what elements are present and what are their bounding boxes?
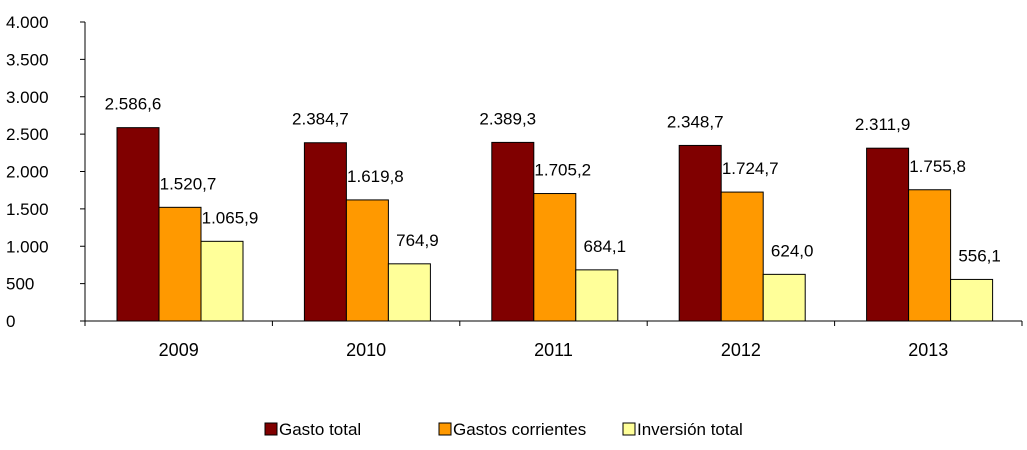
data-label-2-2011: 1.705,2 — [534, 161, 591, 180]
bar-2-2010 — [345, 199, 389, 322]
bar-3-2013 — [950, 278, 994, 322]
y-tick-label-7: 3.500 — [6, 50, 49, 69]
y-tick-label-2: 1.000 — [6, 237, 49, 256]
axes: 0 500 1.000 1.500 2.000 2.500 3.000 3.500 4.000 2… — [6, 13, 1023, 360]
data-label-3-2009: 1.065,9 — [202, 208, 259, 227]
legend-label-1: Gasto total — [279, 420, 361, 439]
legend-swatch-1 — [264, 422, 278, 436]
data-label-1-2011: 2.389,3 — [479, 109, 536, 128]
bar-3-2011 — [575, 269, 619, 322]
data-label-2-2013: 1.755,8 — [909, 157, 966, 176]
legend: Gasto total Gastos corrientes Inversión to… — [264, 420, 743, 439]
data-label-3-2013: 556,1 — [958, 246, 1001, 265]
data-label-1-2012: 2.348,7 — [667, 112, 724, 131]
bar-3-2012 — [762, 273, 806, 322]
legend-swatch-2 — [438, 422, 452, 436]
y-tick-label-5: 2.500 — [6, 125, 49, 144]
bar-1-2013 — [866, 147, 910, 322]
bar-2-2012 — [720, 191, 764, 322]
data-label-1-2009: 2.586,6 — [105, 95, 162, 114]
y-tick-label-8: 4.000 — [6, 13, 49, 32]
bar-2-2011 — [533, 193, 577, 322]
legend-label-2: Gastos corrientes — [453, 420, 586, 439]
x-tick-label-2011: 2011 — [534, 340, 573, 360]
bar-2-2009 — [158, 206, 202, 322]
data-label-2-2012: 1.724,7 — [722, 159, 779, 178]
data-label-3-2011: 684,1 — [584, 237, 627, 256]
bar-3-2010 — [387, 263, 431, 322]
data-label-2-2010: 1.619,8 — [347, 167, 404, 186]
legend-swatch-3 — [622, 422, 636, 436]
y-tick-label-4: 2.000 — [6, 163, 49, 182]
x-tick-label-2010: 2010 — [346, 340, 386, 360]
bar-1-2009 — [116, 127, 160, 322]
bar-2-2013 — [908, 189, 952, 322]
bar-1-2011 — [491, 141, 535, 322]
bar-1-2012 — [678, 144, 722, 322]
data-labels: 2.586,6 2.384,7 2.389,3 2.348,7 2.311,9 1.520… — [105, 95, 1001, 266]
data-label-1-2010: 2.384,7 — [292, 110, 349, 129]
x-tick-label-2012: 2012 — [721, 340, 761, 360]
x-tick-label-2013: 2013 — [908, 340, 948, 360]
y-tick-label-3: 1.500 — [6, 200, 49, 219]
bar-1-2010 — [303, 142, 347, 322]
y-tick-label-1: 500 — [6, 275, 34, 294]
data-label-3-2010: 764,9 — [396, 231, 439, 250]
bars — [116, 127, 994, 322]
y-tick-label-0: 0 — [6, 312, 15, 331]
data-label-1-2013: 2.311,9 — [855, 115, 910, 134]
data-label-2-2009: 1.520,7 — [160, 174, 217, 193]
bar-3-2009 — [200, 240, 244, 322]
x-tick-label-2009: 2009 — [159, 340, 199, 360]
data-label-3-2012: 624,0 — [771, 241, 814, 260]
legend-label-3: Inversión total — [637, 420, 743, 439]
y-tick-label-6: 3.000 — [6, 88, 49, 107]
